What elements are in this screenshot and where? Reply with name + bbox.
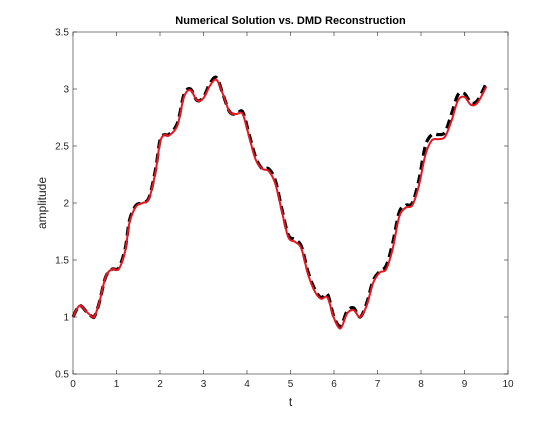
x-tick-label: 1 [114, 379, 120, 390]
series-layer [71, 75, 488, 330]
y-tick-label: 1 [63, 313, 69, 324]
y-tick-label: 2.5 [55, 142, 69, 153]
y-tick-label: 1.5 [55, 256, 69, 267]
y-axis-label: amplitude [35, 177, 49, 229]
x-tick-label: 7 [375, 379, 381, 390]
x-axis-label: t [289, 395, 293, 409]
tick-layer: 0 1 2 3 4 5 6 7 8 9 10 0.5 1 1.5 2 2.5 3 3.5 [55, 28, 514, 391]
y-tick-label: 3 [63, 85, 69, 96]
x-tick-label: 10 [502, 379, 514, 390]
x-tick-label: 6 [331, 379, 337, 390]
x-tick-label: 5 [288, 379, 294, 390]
x-tick-label: 0 [70, 379, 76, 390]
y-tick-label: 3.5 [55, 28, 69, 39]
x-tick-label: 2 [157, 379, 163, 390]
x-tick-label: 9 [462, 379, 468, 390]
x-tick-label: 3 [201, 379, 207, 390]
x-tick-label: 8 [418, 379, 424, 390]
chart-title: Numerical Solution vs. DMD Reconstructio… [175, 15, 406, 27]
y-tick-label: 2 [63, 199, 69, 210]
series-line-dmd [72, 78, 488, 330]
x-tick-label: 4 [244, 379, 250, 390]
y-tick-label: 0.5 [55, 370, 69, 381]
